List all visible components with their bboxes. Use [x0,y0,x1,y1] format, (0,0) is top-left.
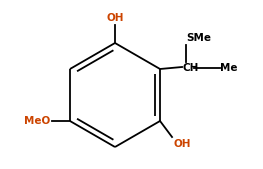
Text: MeO: MeO [24,116,50,126]
Text: OH: OH [106,13,124,23]
Text: SMe: SMe [186,33,211,43]
Text: CH: CH [182,63,198,73]
Text: OH: OH [173,139,190,149]
Text: Me: Me [220,63,237,73]
